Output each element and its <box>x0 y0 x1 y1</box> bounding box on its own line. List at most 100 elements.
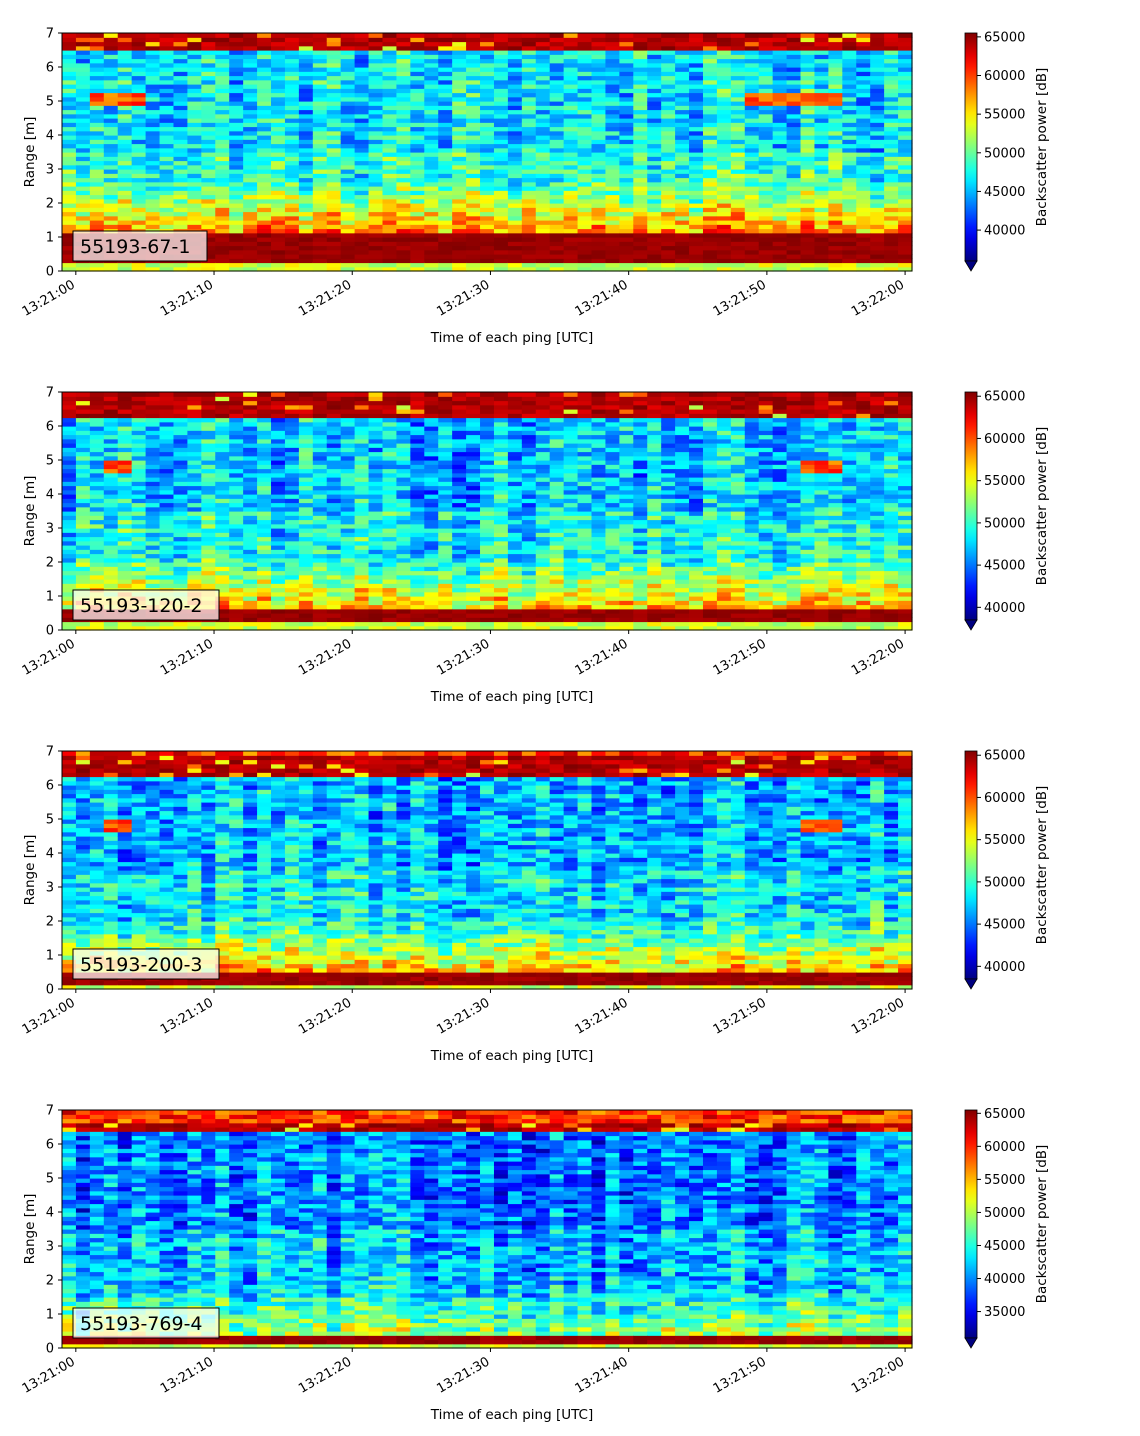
heatmap-cell <box>661 220 676 225</box>
heatmap-cell <box>131 147 147 153</box>
heatmap-cell <box>772 203 788 208</box>
heatmap-cell <box>131 536 147 542</box>
heatmap-cell <box>62 164 77 170</box>
heatmap-cell <box>257 41 272 47</box>
heatmap-cell <box>689 101 704 106</box>
heatmap-cell <box>271 464 286 470</box>
heatmap-cell <box>396 625 411 631</box>
heatmap-cell <box>257 71 272 77</box>
heatmap-cell <box>89 621 105 627</box>
heatmap-cell <box>284 502 300 508</box>
heatmap-cell <box>563 241 579 247</box>
heatmap-cell <box>215 164 230 170</box>
heatmap-cell <box>89 421 105 427</box>
heatmap-cell <box>368 472 384 478</box>
heatmap-cell <box>591 249 607 255</box>
heatmap-cell <box>89 434 105 440</box>
heatmap-cell <box>340 215 356 221</box>
heatmap-cell <box>131 41 147 47</box>
heatmap-cell <box>298 245 314 251</box>
heatmap-cell <box>647 164 662 170</box>
heatmap-cell <box>187 443 202 448</box>
heatmap-cell <box>62 481 77 487</box>
heatmap-cell <box>591 194 607 200</box>
heatmap-cell <box>814 101 829 106</box>
heatmap-cell <box>215 472 230 478</box>
heatmap-cell <box>75 126 91 132</box>
heatmap-cell <box>424 396 439 402</box>
heatmap-cell <box>507 126 523 132</box>
heatmap-cell <box>466 241 481 247</box>
heatmap-cell <box>75 519 91 525</box>
heatmap-cell <box>758 135 774 140</box>
heatmap-cell <box>702 37 718 43</box>
heatmap-cell <box>689 173 704 179</box>
heatmap-cell <box>772 50 788 55</box>
heatmap-cell <box>396 160 411 166</box>
heatmap-cell <box>549 33 565 38</box>
heatmap-cell <box>271 562 286 567</box>
heatmap-cell <box>271 617 286 623</box>
heatmap-cell <box>591 169 607 174</box>
heatmap-cell <box>173 139 189 145</box>
heatmap-cell <box>521 177 537 183</box>
heatmap-cell <box>312 164 328 170</box>
heatmap-cell <box>326 105 342 111</box>
heatmap-cell <box>62 566 77 572</box>
heatmap-cell <box>466 92 481 98</box>
heatmap-cell <box>159 147 175 153</box>
heatmap-cell <box>493 147 509 153</box>
heatmap-cell <box>535 130 551 136</box>
heatmap-cell <box>368 515 384 521</box>
heatmap-cell <box>507 232 523 238</box>
heatmap-cell <box>75 523 91 529</box>
heatmap-cell <box>326 254 342 259</box>
heatmap-cell <box>898 54 913 60</box>
heatmap-cell <box>452 105 467 111</box>
heatmap <box>62 392 913 631</box>
heatmap-cell <box>103 118 119 123</box>
heatmap-cell <box>382 430 398 436</box>
heatmap-cell <box>563 262 579 268</box>
heatmap-cell <box>187 139 202 145</box>
heatmap-cell <box>549 41 565 47</box>
heatmap-cell <box>535 207 551 213</box>
heatmap-cell <box>284 211 300 217</box>
heatmap-cell <box>173 532 189 538</box>
heatmap-cell <box>159 186 175 191</box>
heatmap-cell <box>229 545 244 550</box>
heatmap-cell <box>535 266 551 272</box>
heatmap-cell <box>340 434 356 440</box>
heatmap-cell <box>159 536 175 542</box>
heatmap-cell <box>396 101 411 106</box>
heatmap-cell <box>173 67 189 72</box>
heatmap-cell <box>103 438 119 444</box>
heatmap-cell <box>103 447 119 453</box>
heatmap-cell <box>452 130 467 136</box>
heatmap-cell <box>772 164 788 170</box>
heatmap-cell <box>884 203 899 208</box>
heatmap-cell <box>702 169 718 174</box>
heatmap-cell <box>438 130 453 136</box>
heatmap-cell <box>702 254 718 259</box>
heatmap-cell <box>298 540 314 546</box>
heatmap-cell <box>884 101 899 106</box>
heatmap-cell <box>257 122 272 128</box>
heatmap-cell <box>396 570 411 576</box>
heatmap-cell <box>131 105 147 111</box>
heatmap-cell <box>563 232 579 238</box>
heatmap-cell <box>312 604 328 610</box>
heatmap-cell <box>493 41 509 47</box>
heatmap-cell <box>410 392 425 397</box>
heatmap-cell <box>103 92 119 98</box>
heatmap-cell <box>842 164 857 170</box>
heatmap-cell <box>103 54 119 60</box>
heatmap-cell <box>800 143 816 149</box>
heatmap-cell <box>744 237 760 242</box>
heatmap-cell <box>507 109 523 115</box>
heatmap-cell <box>354 203 370 208</box>
heatmap-cell <box>800 228 816 234</box>
heatmap-cell <box>856 177 871 183</box>
heatmap-cell <box>786 37 802 43</box>
heatmap-cell <box>145 485 161 491</box>
